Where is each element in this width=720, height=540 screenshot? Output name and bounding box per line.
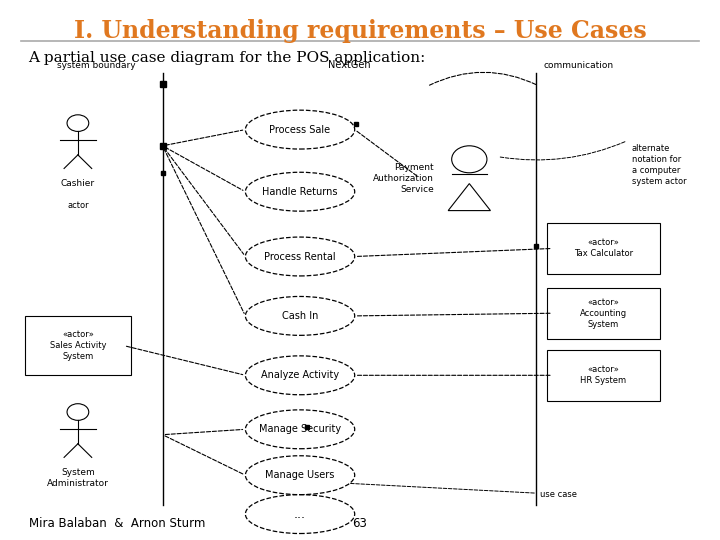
Text: «actor»
Sales Activity
System: «actor» Sales Activity System <box>50 330 106 361</box>
Text: «actor»
Accounting
System: «actor» Accounting System <box>580 298 627 329</box>
Text: system boundary: system boundary <box>57 61 135 70</box>
Text: Mira Balaban  &  Arnon Sturm: Mira Balaban & Arnon Sturm <box>29 517 205 530</box>
Text: alternate
notation for
a computer
system actor: alternate notation for a computer system… <box>631 144 686 186</box>
Text: ...: ... <box>294 508 306 521</box>
Text: Process Rental: Process Rental <box>264 252 336 261</box>
Text: I. Understanding requirements – Use Cases: I. Understanding requirements – Use Case… <box>73 19 647 43</box>
Text: Process Sale: Process Sale <box>269 125 330 134</box>
Text: Handle Returns: Handle Returns <box>262 187 338 197</box>
Text: communication: communication <box>544 61 613 70</box>
Text: Cashier: Cashier <box>60 179 95 188</box>
Text: «actor»
HR System: «actor» HR System <box>580 365 626 386</box>
Text: actor: actor <box>67 201 89 210</box>
Text: Analyze Activity: Analyze Activity <box>261 370 339 380</box>
Text: System
Administrator: System Administrator <box>47 468 109 488</box>
Text: Manage Users: Manage Users <box>266 470 335 480</box>
Text: Manage Security: Manage Security <box>259 424 341 434</box>
Text: Payment
Authorization
Service: Payment Authorization Service <box>373 163 434 194</box>
Text: NextGen: NextGen <box>328 60 371 70</box>
Text: A partial use case diagram for the POS application:: A partial use case diagram for the POS a… <box>29 51 426 65</box>
Text: use case: use case <box>351 483 577 499</box>
Text: Cash In: Cash In <box>282 311 318 321</box>
Text: 63: 63 <box>353 517 367 530</box>
Text: «actor»
Tax Calculator: «actor» Tax Calculator <box>574 238 633 259</box>
